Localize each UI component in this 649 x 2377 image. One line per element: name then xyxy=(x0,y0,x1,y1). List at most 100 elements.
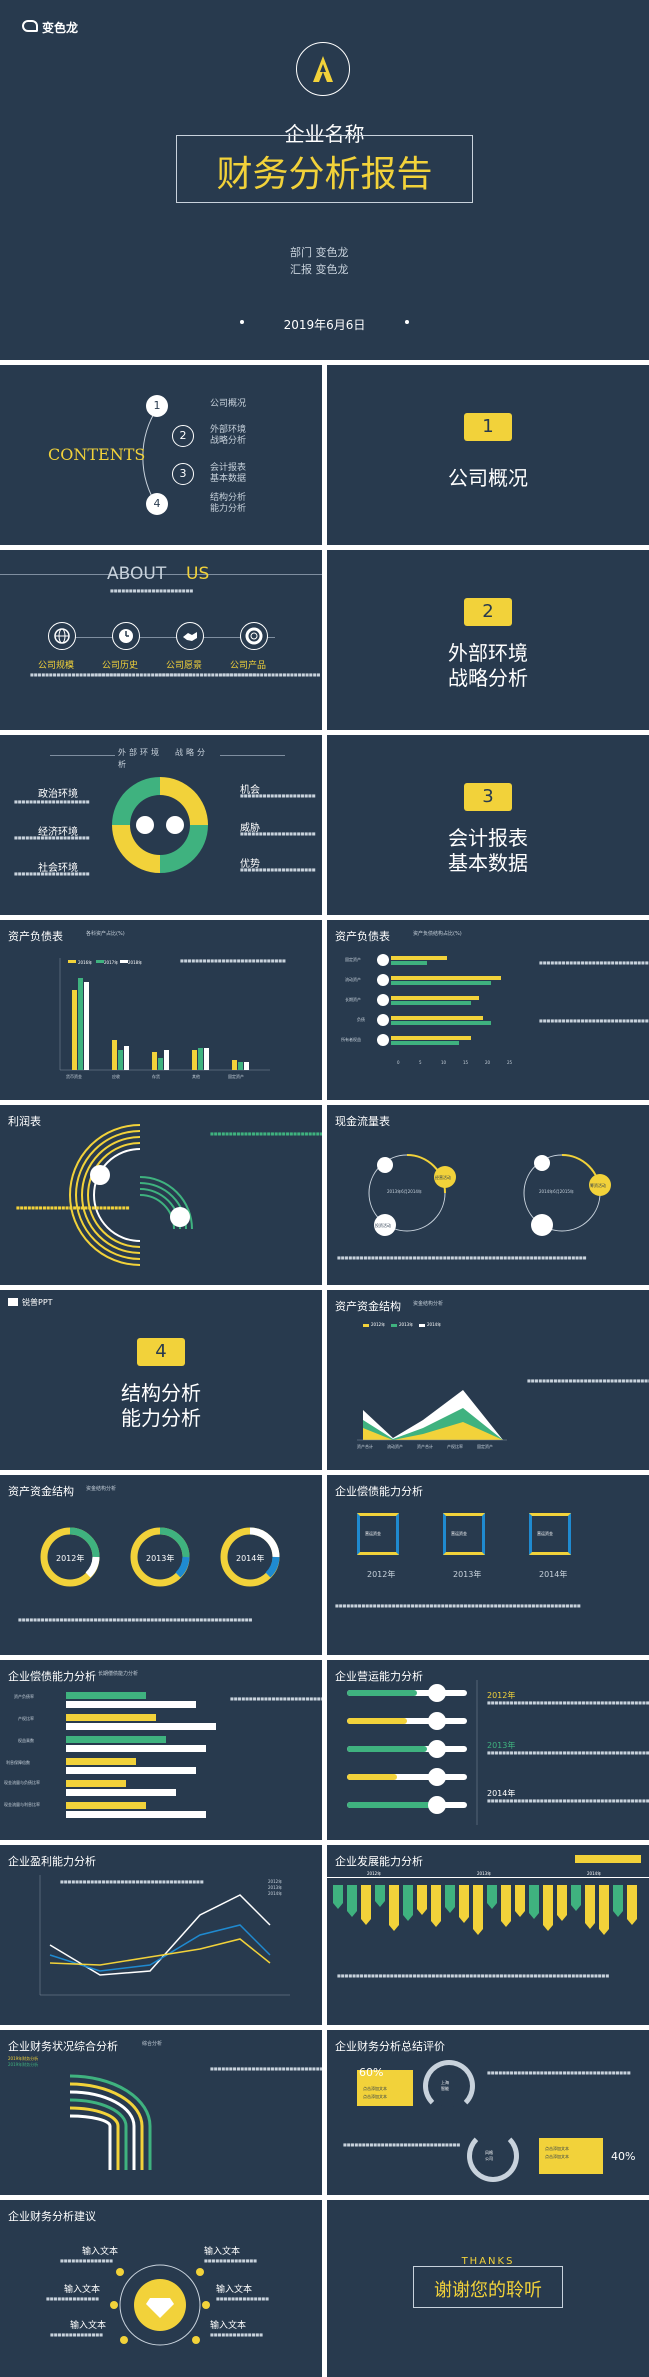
sv2-row-2: 产权比率 xyxy=(18,1716,34,1721)
cashflow-slide[interactable]: 现金流量表 2013年6月2014年 2014年6月2015年 经营活动 投资活… xyxy=(327,1105,649,1285)
cover-slide[interactable]: 变色龙 企业名称 财务分析报告 部门 变色龙 汇报 变色龙 2019年6月6日 xyxy=(0,0,649,360)
environment-slide[interactable]: 外部环境 战略分 析 政治环境 经济环境 社会环境 机会 威胁 优势 ■■■■■… xyxy=(0,735,322,915)
bs1-cat-4: 其他 xyxy=(192,1074,200,1079)
dev-legend xyxy=(575,1855,641,1863)
env-right-1: 机会 xyxy=(240,785,260,796)
sg-text-4: ■■■■■■■■■■■■■■ xyxy=(216,2296,269,2301)
env-header-right: 战略分 xyxy=(175,748,208,757)
sv1-card-3: 营运资金 xyxy=(537,1531,553,1536)
bs1-cat-2: 应收 xyxy=(112,1074,120,1079)
contents-label-3[interactable]: 会计报表基本数据 xyxy=(210,463,247,484)
contents-label-2[interactable]: 外部环境战略分析 xyxy=(210,425,247,446)
as1-legend-1: 2012年 xyxy=(371,1322,386,1327)
brand-logo-icon xyxy=(8,1298,18,1306)
pf-legend-3: 2014年 xyxy=(268,1891,283,1896)
sv1-title: 企业偿债能力分析 xyxy=(335,1485,423,1498)
sv2-subtitle: 长期偿债能力分析 xyxy=(98,1671,139,1677)
as1-area-chart xyxy=(357,1324,507,1441)
logo-circle xyxy=(296,42,350,96)
overall-slide[interactable]: 企业财务状况综合分析 综合分析 2019年财务分析 2019年财务分析 ■■■■… xyxy=(0,2030,322,2195)
as1-cat-3: 资产合计 xyxy=(417,1444,433,1449)
about-label-4: 公司产品 xyxy=(230,661,267,671)
bs1-cat-3: 存货 xyxy=(152,1074,160,1079)
section-3-slide[interactable]: 3 会计报表 基本数据 xyxy=(327,735,649,915)
op-timeline xyxy=(347,1680,478,1825)
as1-legend-2: 2013年 xyxy=(399,1322,414,1327)
contents-num-1[interactable]: 1 xyxy=(146,395,168,417)
about-slide[interactable]: ABOUT US ■■■■■■■■■■■■■■■■■■■■■■ 公司规模 公司历… xyxy=(0,550,322,730)
sg-item-2: 输入文本 xyxy=(204,2247,241,2257)
asset-structure-slide-2[interactable]: 资产资金结构 资金结构分析 2012年 2013年 2014年 ■■■■■■■■… xyxy=(0,1475,322,1655)
contents-slide[interactable]: CONTENTS 1 公司概况 2 外部环境战略分析 3 会计报表基本数据 4 … xyxy=(0,365,322,545)
bs2-note-2: ■■■■■■■■■■■■■■■■■■■■■■■■■■■■■■■■■■ xyxy=(539,1018,649,1023)
profit-slide[interactable]: 利润表 ■■■■■■■■■■■■■■■■■■■■■■■■■■■■■■ ■■■■■… xyxy=(0,1105,322,1285)
dev-title: 企业发展能力分析 xyxy=(335,1855,423,1868)
sv1-year-3: 2014年 xyxy=(539,1570,568,1579)
contents-num-3[interactable]: 3 xyxy=(172,463,194,485)
sg-text-6: ■■■■■■■■■■■■■■ xyxy=(210,2332,263,2337)
pf-note: ■■■■■■■■■■■■■■■■■■■■■■■■■■■■■■■■■■■■■■ xyxy=(60,1879,204,1884)
thanks-slide[interactable]: THANKS 谢谢您的聆听 xyxy=(327,2200,649,2377)
dev-timeline xyxy=(327,1877,649,1878)
summary-slide[interactable]: 企业财务分析总结评价 60% 点击添加文本 点击添加文本 上海 智能 ■■■■■… xyxy=(327,2030,649,2195)
bs1-cat-5: 固定资产 xyxy=(228,1074,244,1079)
sum-circle-2-text: 风格 xyxy=(485,2150,493,2155)
as1-note: ■■■■■■■■■■■■■■■■■■■■■■■■■■■■■■■■■■■■■ xyxy=(527,1378,649,1383)
profitability-slide[interactable]: 企业盈利能力分析 2012年 2013年 2014年 ■■■■■■■■■■■■■… xyxy=(0,1845,322,2025)
suggestions-slide[interactable]: 企业财务分析建议 输入文本 输入文本 输入文本 输入文本 输入文本 输入文本 ■… xyxy=(0,2200,322,2377)
dot-right xyxy=(405,320,409,324)
contents-num-2[interactable]: 2 xyxy=(172,425,194,447)
bs1-legend-1: 2016年 xyxy=(78,960,93,965)
about-text-3: ■■■■■■■■■■■■■■■■■■■■■■■■■■ xyxy=(158,672,257,677)
cashflow-circle-1: 2013年6月2014年 xyxy=(387,1189,422,1194)
operation-slide[interactable]: 企业营运能力分析 2012年 ■■■■■■■■■■■■■■■■■■■■■■■■■… xyxy=(327,1660,649,1840)
bs1-title: 资产负债表 xyxy=(8,930,63,943)
dot-left xyxy=(240,320,244,324)
logo-text: 变色龙 xyxy=(42,21,79,35)
section-1-slide[interactable]: 1 公司概况 xyxy=(327,365,649,545)
bs2-tick-0: 0 xyxy=(397,1060,400,1065)
sg-text-2: ■■■■■■■■■■■■■■ xyxy=(204,2258,257,2263)
balance-sheet-slide-1[interactable]: 资产负债表 各科资产占比(%) 2016年 2017年 2018年 货币资金 应… xyxy=(0,920,322,1100)
bs2-subtitle: 资产负债结构占比(%) xyxy=(413,931,462,937)
sg-item-5: 输入文本 xyxy=(70,2321,107,2331)
about-label-2: 公司历史 xyxy=(102,661,139,671)
section-4-slide[interactable]: 锐普PPT 4 结构分析 能力分析 xyxy=(0,1290,322,1470)
contents-label-4[interactable]: 结构分析能力分析 xyxy=(210,493,247,514)
reporter-line: 汇报 变色龙 xyxy=(290,263,349,276)
sv2-row-3: 权益乘数 xyxy=(18,1738,34,1743)
section-2-title-1: 外部环境 xyxy=(448,641,528,665)
diamond-icon xyxy=(146,2298,174,2318)
section-2-slide[interactable]: 2 外部环境 战略分析 xyxy=(327,550,649,730)
about-text-1: ■■■■■■■■■■■■■■■■■■■■■■■■■■ xyxy=(30,672,129,677)
as2-year-1: 2012年 xyxy=(56,1554,85,1563)
sum-box-2 xyxy=(539,2138,603,2174)
bs1-cat-1: 货币资金 xyxy=(66,1074,82,1079)
as1-cat-2: 流动资产 xyxy=(387,1444,403,1449)
profit-note-1: ■■■■■■■■■■■■■■■■■■■■■■■■■■■■■■ xyxy=(210,1131,322,1136)
op-text-2: ■■■■■■■■■■■■■■■■■■■■■■■■■■■■■■■■■■■■■■■■… xyxy=(487,1750,649,1755)
bs1-subtitle: 各科资产占比(%) xyxy=(86,931,125,937)
cashflow-label-1: 经营活动 xyxy=(435,1175,451,1180)
solvency-slide-2[interactable]: 企业偿债能力分析 长期偿债能力分析 资产负债率 产权比率 权益乘数 利息保障倍数… xyxy=(0,1660,322,1840)
bs2-tick-1: 5 xyxy=(419,1060,422,1065)
contents-num-4[interactable]: 4 xyxy=(146,493,168,515)
thanks-cn: 谢谢您的聆听 xyxy=(434,2280,542,2301)
sv2-row-6: 现金流量与利息比率 xyxy=(4,1802,40,1807)
about-title-b: US xyxy=(186,564,210,584)
env-text-2: ■■■■■■■■■■■■■■■■■■■■ xyxy=(14,835,90,840)
about-icon-line xyxy=(55,637,275,638)
balance-sheet-slide-2[interactable]: 资产负债表 资产负债结构占比(%) 固定资产 流动资产 长期资产 负债 所有者权… xyxy=(327,920,649,1100)
sv1-card-2: 营运资金 xyxy=(451,1531,467,1536)
sv2-row-5: 现金流量与负债比率 xyxy=(4,1780,40,1785)
asset-structure-slide-1[interactable]: 资产资金结构 资金结构分析 2012年 2013年 2014年 资产合计 流动资… xyxy=(327,1290,649,1470)
env-line-left xyxy=(50,755,115,756)
development-slide[interactable]: 企业发展能力分析 2012年 2013年 2014年 xyxy=(327,1845,649,2025)
section-4-number: 4 xyxy=(137,1338,185,1366)
about-top-line xyxy=(0,574,322,575)
contents-label-1[interactable]: 公司概况 xyxy=(210,399,247,409)
sum-box-2-text: 点击添加文本 xyxy=(545,2146,569,2151)
about-label-3: 公司愿景 xyxy=(166,661,203,671)
solvency-slide-1[interactable]: 企业偿债能力分析 营运资金 营运资金 营运资金 2012年 2013年 2014… xyxy=(327,1475,649,1655)
sum-box-1-text: 点击添加文本 xyxy=(363,2086,387,2091)
